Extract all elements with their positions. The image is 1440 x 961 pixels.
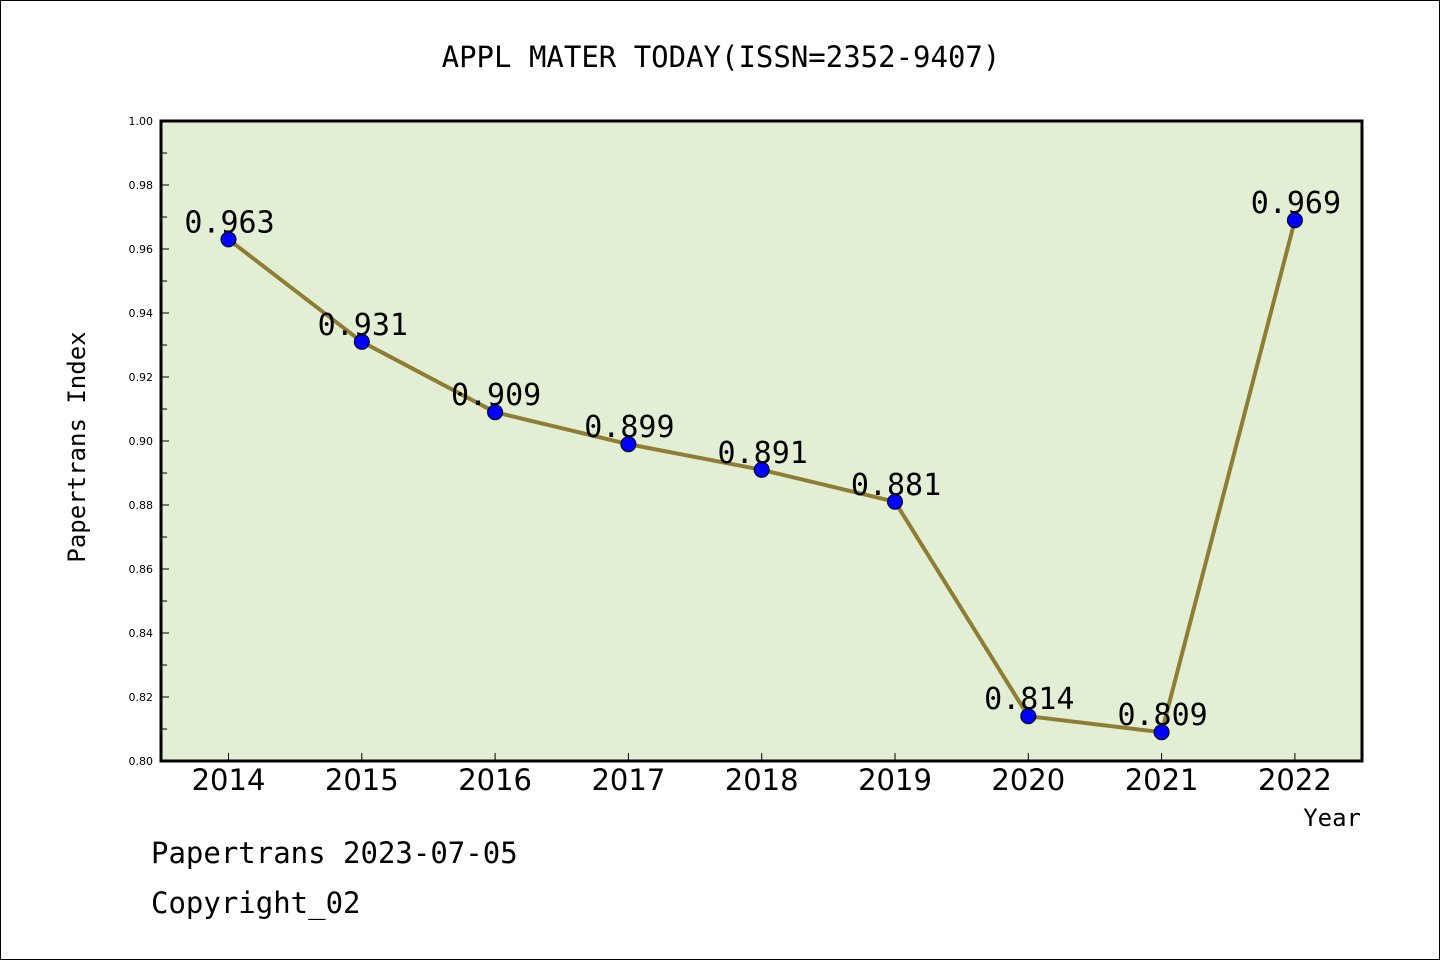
data-point — [887, 493, 903, 510]
x-tick-label: 2014 — [192, 763, 266, 797]
data-label: 0.909 — [451, 378, 541, 413]
data-point — [753, 461, 770, 478]
x-tick-label: 2018 — [725, 763, 799, 797]
data-label: 0.963 — [184, 205, 274, 240]
y-axis: 0.80 0.82 0.84 0.86 0.88 0.90 0.92 0.94 0.96 0.98… — [129, 115, 169, 768]
x-axis: 2014 2015 2016 2017 2018 2019 2020 2021 2022 — [192, 753, 1332, 797]
y-tick-label: 1.00 — [129, 115, 154, 128]
data-label: 0.969 — [1251, 186, 1341, 221]
y-tick-label: 0.88 — [129, 499, 154, 512]
data-labels: 0.963 0.931 0.909 0.899 0.891 0.881 0.814 0.809… — [184, 186, 1341, 733]
data-point — [220, 231, 237, 248]
chart-title: APPL MATER TODAY(ISSN=2352-9407) — [442, 40, 1001, 74]
plot-area — [159, 119, 1364, 763]
y-tick-label: 0.92 — [129, 371, 154, 384]
y-tick-label: 0.84 — [129, 627, 154, 640]
x-tick-label: 2022 — [1258, 763, 1332, 797]
y-tick-label: 0.90 — [129, 435, 154, 448]
data-label: 0.891 — [718, 436, 808, 471]
data-point — [353, 333, 370, 350]
y-tick-label: 0.80 — [129, 755, 154, 768]
data-point — [1020, 708, 1037, 725]
x-axis-label: Year — [1303, 804, 1361, 832]
x-tick-label: 2017 — [591, 763, 665, 797]
x-tick-label: 2015 — [325, 763, 399, 797]
data-markers — [220, 212, 1303, 741]
y-tick-label: 0.96 — [129, 243, 154, 256]
footer-copyright: Copyright_02 — [151, 886, 361, 920]
x-tick-label: 2020 — [991, 763, 1065, 797]
data-label: 0.814 — [984, 682, 1074, 717]
y-tick-label: 0.82 — [129, 691, 154, 704]
y-tick-label: 0.86 — [129, 563, 154, 576]
data-point — [620, 436, 637, 453]
x-tick-label: 2021 — [1125, 763, 1199, 797]
data-label: 0.899 — [584, 410, 674, 445]
data-label: 0.881 — [851, 468, 941, 503]
data-point — [487, 404, 504, 421]
x-tick-label: 2019 — [858, 763, 932, 797]
y-tick-label: 0.94 — [129, 307, 154, 320]
data-label: 0.809 — [1117, 698, 1207, 733]
footer-date: Papertrans 2023-07-05 — [151, 836, 518, 870]
data-point — [1153, 724, 1170, 741]
data-point — [1286, 212, 1303, 229]
data-label: 0.931 — [318, 308, 408, 343]
y-tick-label: 0.98 — [129, 179, 154, 192]
x-tick-label: 2016 — [458, 763, 532, 797]
y-axis-label: Papertrans Index — [63, 331, 91, 562]
